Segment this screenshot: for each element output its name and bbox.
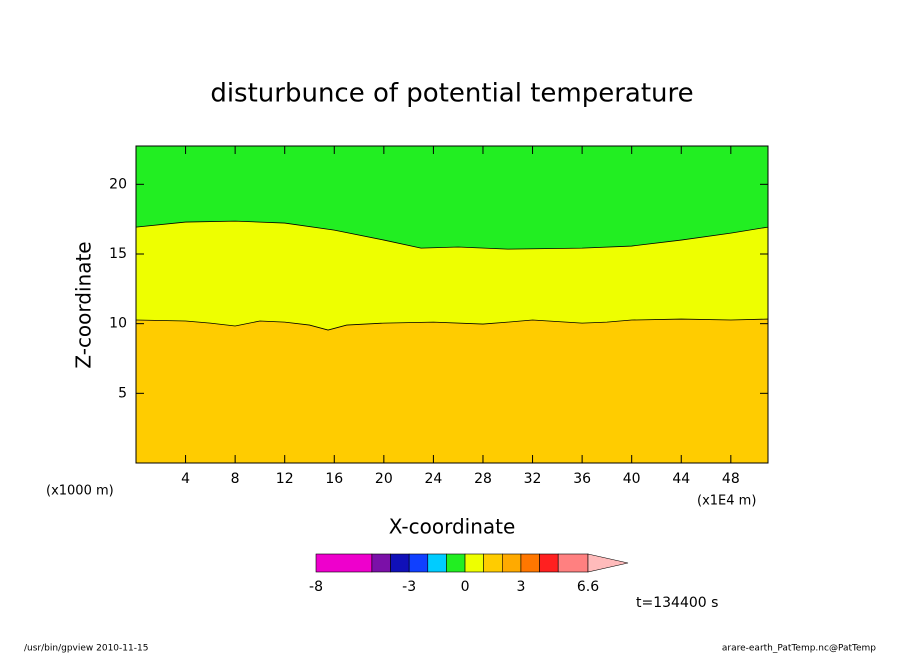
x-tick-label: 36 bbox=[573, 471, 591, 487]
x-tick-label: 32 bbox=[524, 471, 542, 487]
colorbar-box bbox=[315, 553, 373, 573]
colorbar-box bbox=[539, 553, 559, 573]
x-tick-label: 4 bbox=[181, 471, 190, 487]
y-tick-label: 5 bbox=[118, 385, 127, 401]
colorbar-box bbox=[557, 553, 589, 573]
y-tick-label: 15 bbox=[109, 246, 127, 262]
colorbar-extend bbox=[587, 553, 629, 573]
x-axis-label: X-coordinate bbox=[389, 515, 516, 539]
x-tick-label: 44 bbox=[672, 471, 690, 487]
colorbar-label: 3 bbox=[516, 579, 525, 595]
colorbar-box bbox=[408, 553, 429, 573]
colorbar-label: 0 bbox=[461, 579, 470, 595]
x-tick-label: 28 bbox=[474, 471, 492, 487]
y-tick-label: 10 bbox=[109, 316, 127, 332]
chart-title: disturbunce of potential temperature bbox=[210, 79, 693, 109]
colorbar-box bbox=[427, 553, 447, 573]
colorbar-box bbox=[390, 553, 410, 573]
x-tick-label: 16 bbox=[325, 471, 343, 487]
colorbar-label: -3 bbox=[402, 579, 416, 595]
y-tick-label: 20 bbox=[109, 176, 127, 192]
colorbar-box bbox=[502, 553, 522, 573]
x-tick-label: 40 bbox=[623, 471, 641, 487]
x-tick-label: 24 bbox=[424, 471, 442, 487]
region bbox=[136, 146, 768, 250]
time-label: t=134400 s bbox=[636, 595, 718, 611]
colorbar-label: 6.6 bbox=[577, 579, 599, 595]
colorbar-box bbox=[520, 553, 540, 573]
colorbar-box bbox=[371, 553, 391, 573]
colorbar-label: -8 bbox=[309, 579, 323, 595]
x-unit-label: (x1000 m) bbox=[46, 484, 114, 499]
x-tick-label: 8 bbox=[231, 471, 240, 487]
x-tick-label: 20 bbox=[375, 471, 393, 487]
colorbar-box bbox=[464, 553, 484, 573]
footer: /usr/bin/gpview 2010-11-15 bbox=[24, 644, 148, 654]
footer: arare-earth_PatTemp.nc@PatTemp bbox=[722, 644, 876, 654]
contour-line bbox=[135, 318, 769, 331]
colorbar-box bbox=[483, 553, 503, 573]
colorbar-box bbox=[446, 553, 466, 573]
x-unit-label: (x1E4 m) bbox=[697, 494, 756, 509]
x-tick-label: 48 bbox=[722, 471, 740, 487]
plot-frame bbox=[135, 145, 769, 464]
y-axis-label: Z-coordinate bbox=[72, 241, 96, 368]
contour-line bbox=[135, 220, 769, 250]
x-tick-label: 12 bbox=[276, 471, 294, 487]
